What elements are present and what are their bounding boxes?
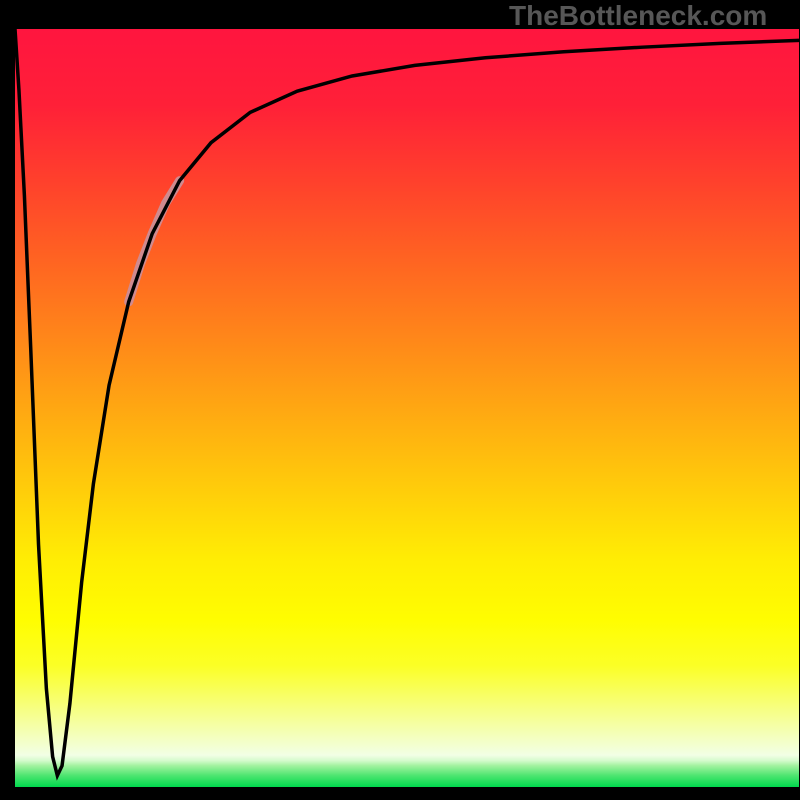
plot-area	[15, 29, 799, 787]
watermark-text: TheBottleneck.com	[509, 0, 767, 32]
chart-container: TheBottleneck.com	[0, 0, 800, 800]
